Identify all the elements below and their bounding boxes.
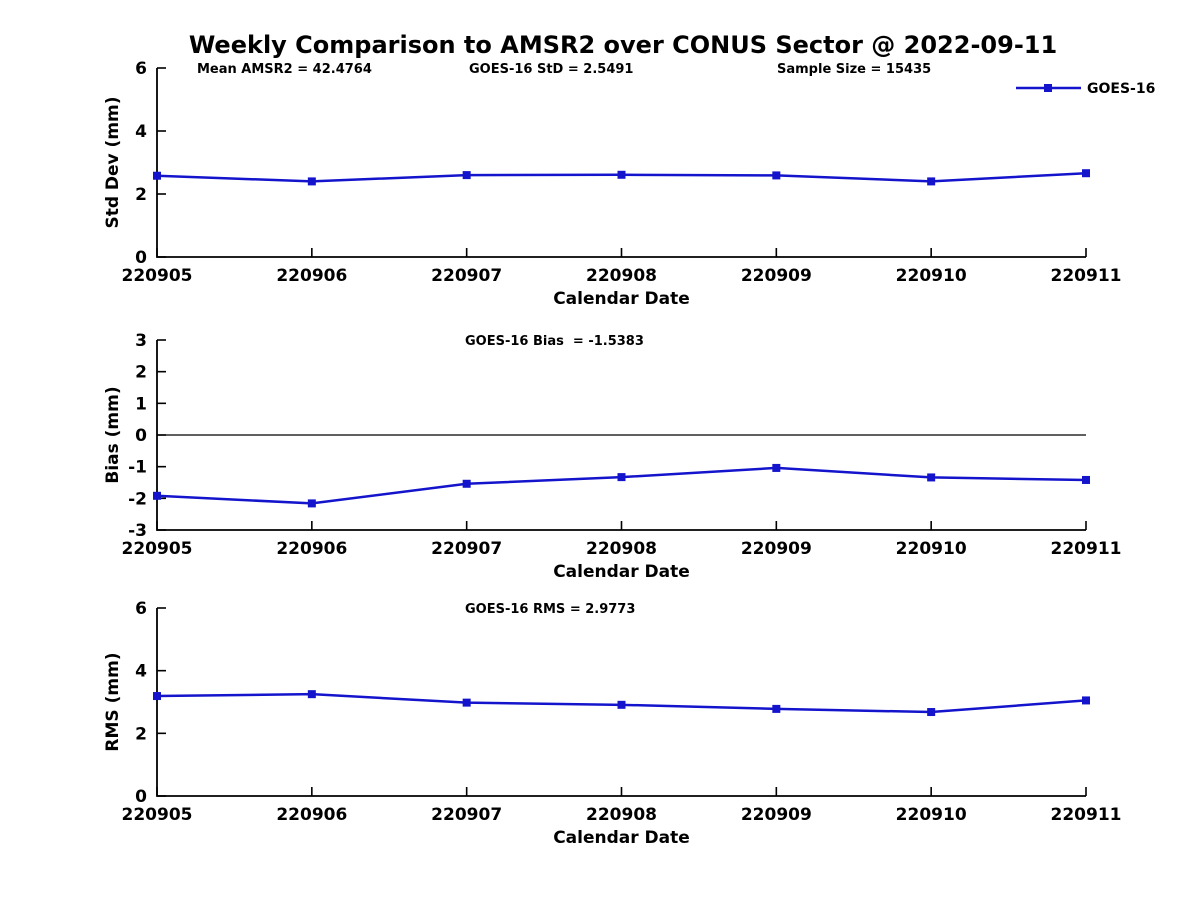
y-tick-label: 4 (135, 662, 147, 682)
goes-16-data-marker (307, 499, 316, 508)
goes-16-data-marker (462, 171, 471, 180)
goes-16-data-marker (307, 177, 316, 186)
goes-16-data-marker (1082, 475, 1090, 484)
x-tick-label: 220905 (122, 539, 193, 559)
goes-16-data-marker (153, 491, 161, 500)
stat-annotation: Sample Size = 15435 (777, 62, 931, 77)
goes-16-data-marker (927, 177, 936, 186)
legend: GOES-16 (1016, 81, 1155, 97)
goes-16-data-marker (462, 479, 471, 488)
goes-16-data-marker (153, 171, 161, 180)
goes-16-data-marker (772, 171, 781, 180)
x-tick-label: 220909 (741, 805, 812, 825)
x-tick-label: 220907 (431, 266, 502, 286)
x-tick-label: 220908 (586, 805, 657, 825)
axis-spines (156, 68, 1086, 258)
y-tick-label: 6 (135, 599, 147, 619)
y-tick-label: 1 (135, 394, 147, 414)
goes-16-data-marker (1082, 696, 1090, 705)
stat-annotation: Mean AMSR2 = 42.4764 (197, 62, 372, 77)
x-axis-label: Calendar Date (553, 562, 690, 582)
x-tick-label: 220909 (741, 266, 812, 286)
x-tick-label: 220909 (741, 539, 812, 559)
goes-16-data-marker (462, 698, 471, 707)
x-tick-label: 220907 (431, 805, 502, 825)
x-tick-label: 220905 (122, 266, 193, 286)
goes-16-data-marker (617, 473, 626, 482)
x-tick-label: 220907 (431, 539, 502, 559)
stat-annotation: GOES-16 RMS = 2.9773 (465, 602, 635, 617)
y-tick-label: -2 (128, 489, 147, 509)
subplot-std-dev: 0 2 4 6 220905 220906 220907 220908 220909 220910… (103, 59, 1155, 309)
x-tick-label: 220910 (896, 266, 967, 286)
goes-16-data-marker (772, 704, 781, 713)
goes-16-data-marker (927, 473, 936, 482)
goes-16-data-marker (1082, 169, 1090, 178)
goes-16-data-marker (772, 463, 781, 472)
stat-annotation: GOES-16 StD = 2.5491 (469, 62, 633, 77)
x-tick-label: 220910 (896, 539, 967, 559)
x-tick-label: 220911 (1051, 266, 1122, 286)
y-axis-label: Std Dev (mm) (103, 96, 123, 228)
goes-16-data-marker (307, 690, 316, 699)
x-tick-label: 220908 (586, 266, 657, 286)
y-tick-label: 0 (135, 787, 147, 807)
goes-16-data-marker (617, 700, 626, 709)
legend-label: GOES-16 (1087, 81, 1155, 97)
x-axis-label: Calendar Date (553, 828, 690, 848)
x-tick-label: 220906 (276, 539, 347, 559)
x-tick-label: 220906 (276, 805, 347, 825)
goes-16-data-marker (617, 170, 626, 179)
subplot-rms: 0 2 4 6 220905 220906 220907 220908 220909 220910… (103, 599, 1121, 848)
goes-16-data-marker (153, 692, 161, 701)
x-tick-label: 220910 (896, 805, 967, 825)
y-tick-label: 2 (135, 363, 147, 383)
stat-annotation: GOES-16 Bias = -1.5383 (465, 334, 644, 349)
y-tick-label: 3 (135, 331, 147, 351)
y-tick-label: 0 (135, 426, 147, 446)
y-axis-label: RMS (mm) (103, 652, 123, 751)
x-tick-label: 220908 (586, 539, 657, 559)
legend-marker-sample (1044, 84, 1052, 92)
y-axis-label: Bias (mm) (103, 386, 123, 483)
goes-16-data-marker (927, 708, 936, 717)
y-tick-label: -3 (128, 521, 147, 541)
x-tick-label: 220911 (1051, 539, 1122, 559)
x-tick-label: 220905 (122, 805, 193, 825)
subplot-bias: -3 -2 -1 0 1 2 3 220905 220906 220907 220908 220909… (103, 331, 1121, 582)
y-tick-label: 4 (135, 122, 147, 142)
y-tick-label: 6 (135, 59, 147, 79)
chart-title: Weekly Comparison to AMSR2 over CONUS Se… (188, 31, 1058, 59)
y-tick-label: -1 (128, 458, 147, 478)
x-axis-label: Calendar Date (553, 289, 690, 309)
y-tick-label: 2 (135, 185, 147, 205)
x-tick-label: 220906 (276, 266, 347, 286)
y-tick-label: 2 (135, 724, 147, 744)
x-tick-label: 220911 (1051, 805, 1122, 825)
y-tick-label: 0 (135, 248, 147, 268)
